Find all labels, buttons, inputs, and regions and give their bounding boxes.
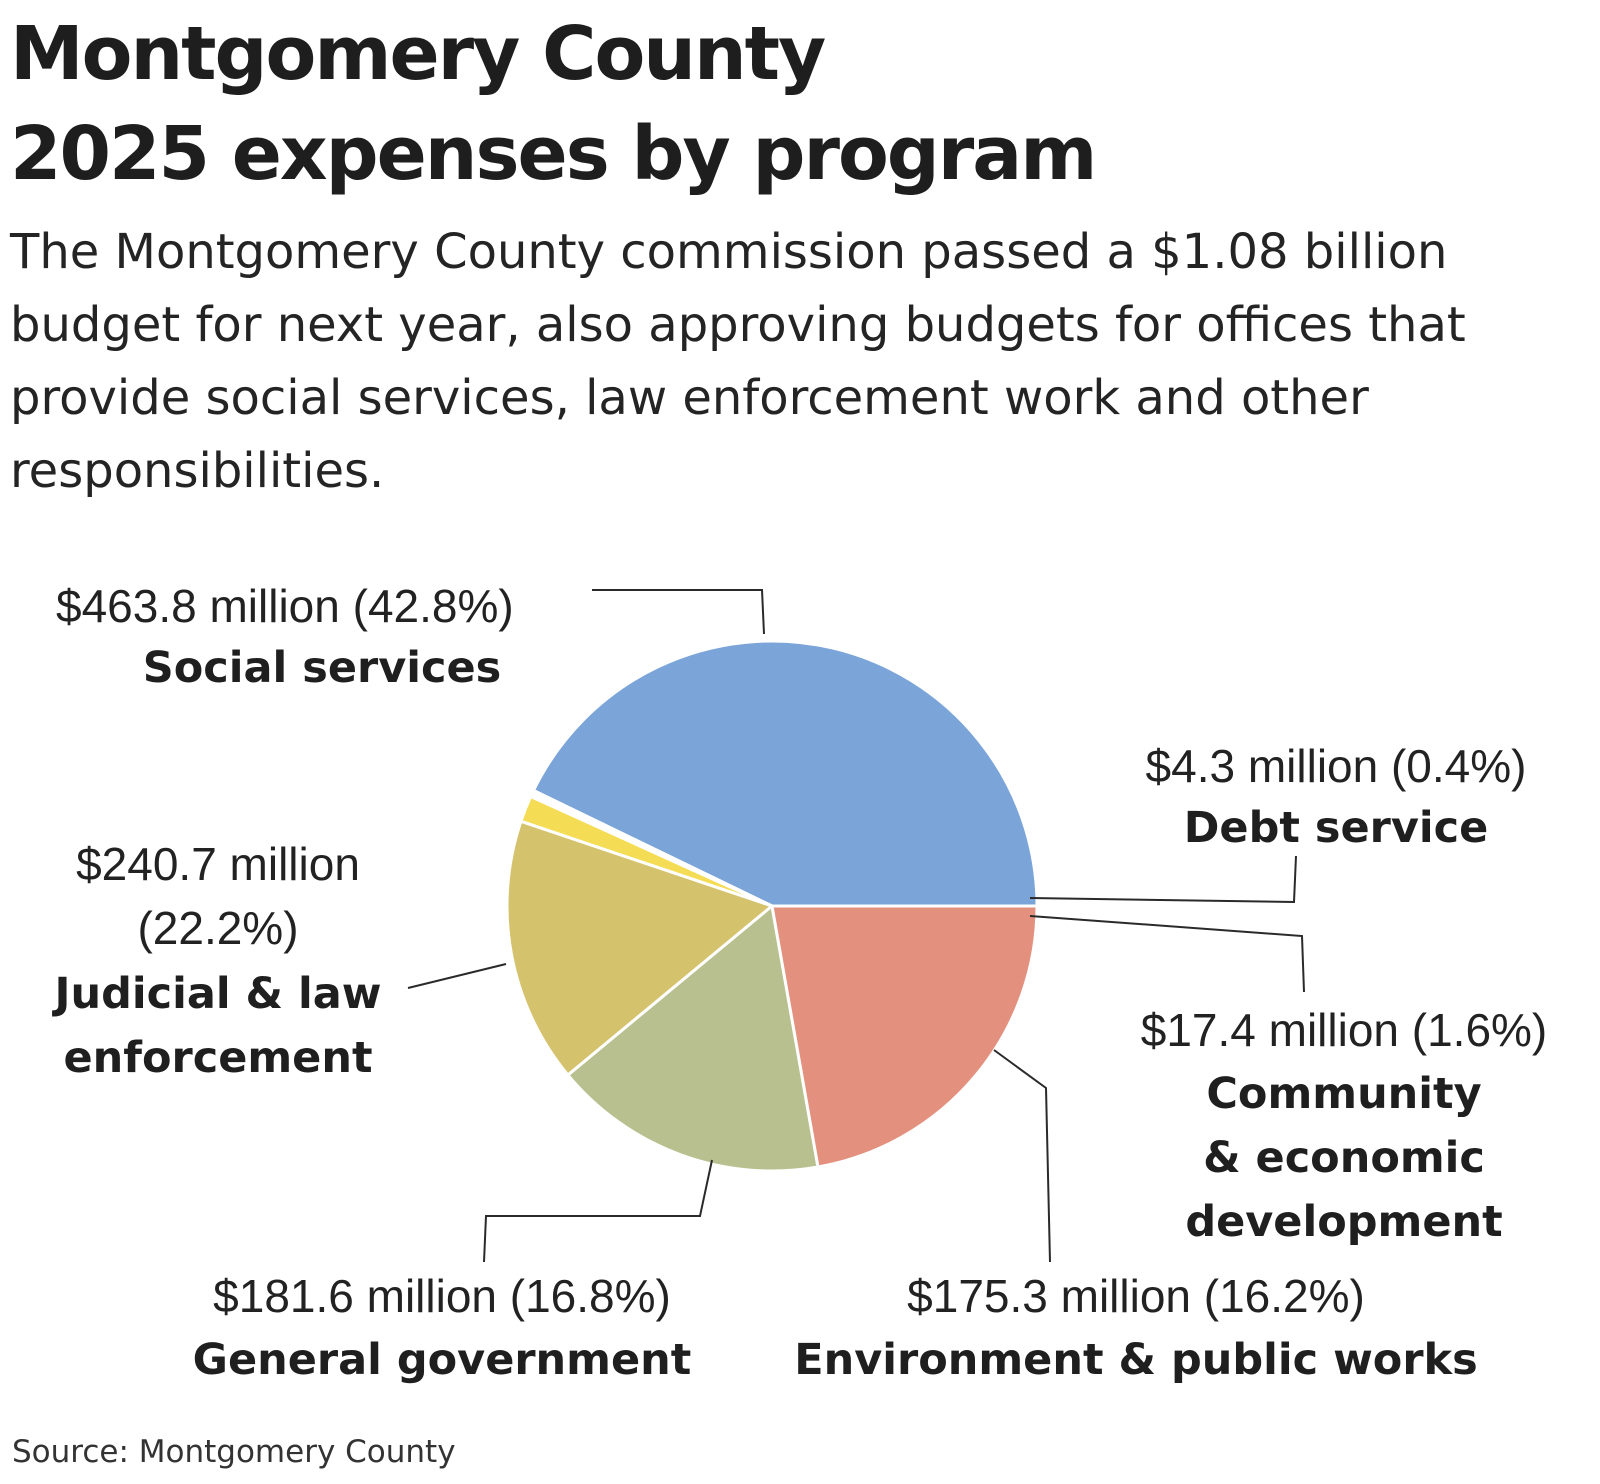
category-label-judicial-line-2: enforcement bbox=[63, 1033, 372, 1083]
category-label-social-services: Social services bbox=[143, 643, 501, 693]
value-label-environment: $175.3 million (16.2%) bbox=[907, 1270, 1365, 1322]
title-line-1: Montgomery County bbox=[10, 11, 826, 97]
leader-lines bbox=[407, 589, 1305, 1263]
value-label-general-government: $181.6 million (16.8%) bbox=[213, 1270, 671, 1322]
value-label-community-development: $17.4 million (1.6%) bbox=[1141, 1004, 1548, 1056]
leader-line-community-development bbox=[1029, 915, 1305, 993]
pie-slices bbox=[505, 639, 1039, 1173]
pie-slice-general-government bbox=[566, 904, 820, 1173]
chart-subtitle: The Montgomery County commission passed … bbox=[10, 224, 1466, 499]
leader-line-debt-service bbox=[1029, 855, 1297, 904]
leader-line-social-services bbox=[592, 589, 765, 635]
category-label-debt-service: Debt service bbox=[1184, 803, 1489, 853]
pie-slice-social-services bbox=[532, 639, 1039, 908]
value-label-social-services: $463.8 million (42.8%) bbox=[56, 580, 514, 632]
category-label-judicial-line-1: Judicial & law bbox=[51, 969, 381, 1019]
source-note: Source: Montgomery County bbox=[12, 1434, 456, 1470]
title-line-2: 2025 expenses by program bbox=[10, 111, 1097, 197]
pie-slice-judicial-and-law-enforcement bbox=[770, 904, 1039, 1169]
leader-line-environment bbox=[993, 1049, 1051, 1263]
category-label-community-line-2: & economic bbox=[1203, 1133, 1485, 1183]
chart-title: Montgomery County 2025 expenses by progr… bbox=[10, 4, 1097, 204]
slice-labels: $463.8 million (42.8%) Social services $… bbox=[51, 580, 1547, 1385]
leader-line-general-government bbox=[483, 1159, 713, 1263]
category-label-community-line-3: development bbox=[1185, 1197, 1502, 1247]
pie-slice-environment-and-public-works bbox=[505, 819, 774, 1077]
category-label-environment: Environment & public works bbox=[794, 1335, 1477, 1385]
category-label-general-government: General government bbox=[193, 1335, 692, 1385]
value-label-judicial-line-2: (22.2%) bbox=[137, 902, 298, 954]
value-label-judicial-line-1: $240.7 million bbox=[76, 838, 360, 890]
value-label-debt-service: $4.3 million (0.4%) bbox=[1146, 740, 1527, 792]
leader-line-judicial bbox=[407, 963, 507, 989]
category-label-community-line-1: Community bbox=[1206, 1069, 1481, 1119]
